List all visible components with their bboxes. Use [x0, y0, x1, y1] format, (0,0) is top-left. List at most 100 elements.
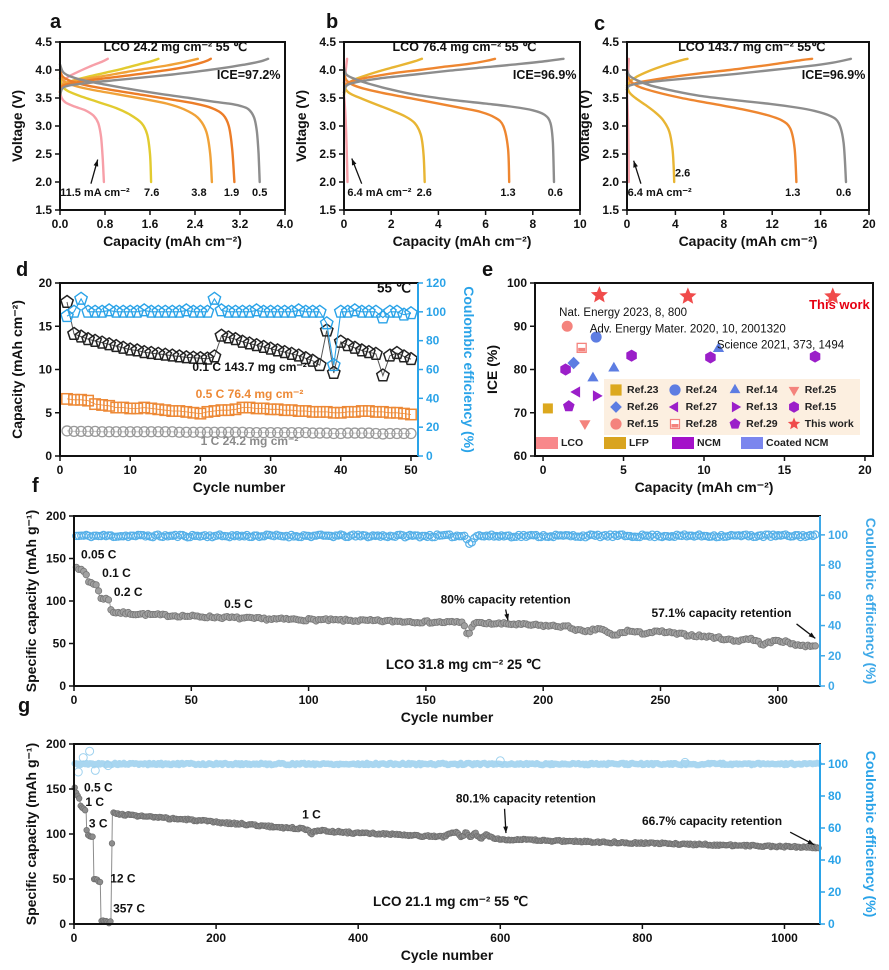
- material-legend-lfp: LFP: [604, 437, 649, 449]
- svg-text:Cycle number: Cycle number: [193, 479, 286, 495]
- svg-text:100: 100: [828, 757, 848, 771]
- svg-text:2.6: 2.6: [417, 187, 432, 199]
- svg-text:80: 80: [426, 334, 440, 348]
- svg-text:400: 400: [348, 931, 368, 945]
- svg-text:LCO 143.7 mg cm⁻² 55℃: LCO 143.7 mg cm⁻² 55℃: [678, 40, 825, 54]
- svg-text:0.8: 0.8: [97, 217, 114, 231]
- svg-text:1.3: 1.3: [785, 187, 800, 199]
- svg-text:0.6: 0.6: [548, 187, 563, 199]
- svg-text:70: 70: [514, 406, 528, 420]
- series-capacity-1C-24.2: [61, 425, 417, 440]
- svg-text:ICE=97.2%: ICE=97.2%: [217, 68, 281, 82]
- series-charge-1.3: [625, 57, 814, 90]
- reference-legend: Ref.23 Ref.24 Ref.14 Ref.25 Ref.26 Ref.27 Ref.…: [604, 379, 860, 435]
- svg-text:20: 20: [828, 885, 842, 899]
- svg-text:5: 5: [620, 463, 627, 477]
- series-coulombic-efficiency: [60, 291, 418, 372]
- panel-label-f: f: [32, 475, 39, 497]
- legend-item-ref-24: Ref.24: [668, 383, 729, 397]
- series-charge-11.5: [58, 57, 109, 94]
- svg-text:0: 0: [71, 693, 78, 707]
- legend-item-ref-29: Ref.29: [728, 417, 787, 431]
- star-marker-icon: [787, 417, 800, 430]
- svg-text:4.0: 4.0: [35, 63, 52, 77]
- hexagon-marker-icon: [788, 401, 799, 413]
- legend-item-ref-27: Ref.27: [668, 400, 729, 414]
- panel-c-voltage-capacity-chart: 0 4 8 12 16 20 1.5 2.0 2.5 3.0 3.5 4.0 4.5 Capacity (…: [576, 35, 876, 249]
- svg-text:0: 0: [426, 449, 433, 463]
- svg-text:150: 150: [46, 552, 66, 566]
- series-ref15-lco: [561, 320, 573, 332]
- svg-text:0.5 C 76.4 mg cm⁻²: 0.5 C 76.4 mg cm⁻²: [196, 387, 304, 401]
- svg-text:ICE (%): ICE (%): [484, 345, 500, 394]
- svg-text:80.1% capacity retention: 80.1% capacity retention: [456, 792, 596, 806]
- svg-text:0.2 C: 0.2 C: [114, 585, 143, 599]
- svg-text:Coulombic efficiency (%): Coulombic efficiency (%): [863, 518, 879, 684]
- series-ref24: [590, 331, 602, 343]
- svg-text:4.0: 4.0: [602, 63, 619, 77]
- svg-text:80% capacity retention: 80% capacity retention: [441, 593, 571, 607]
- legend-item-ref-15: Ref.15: [609, 417, 668, 431]
- svg-text:90: 90: [514, 319, 528, 333]
- svg-text:150: 150: [46, 782, 66, 796]
- svg-text:60: 60: [828, 821, 842, 835]
- svg-text:2.6: 2.6: [675, 167, 690, 179]
- svg-text:15: 15: [778, 463, 792, 477]
- svg-text:250: 250: [650, 693, 670, 707]
- svg-text:4: 4: [672, 217, 679, 231]
- color-swatch: [604, 437, 626, 449]
- square-marker-icon: [610, 384, 622, 396]
- series-specific-capacity: [71, 784, 822, 927]
- svg-text:Capacity (mAh cm⁻²): Capacity (mAh cm⁻²): [635, 479, 774, 495]
- panel-e-ice-scatter-chart: 0 5 10 15 20 60 70 80 90 100 Capacity (mAh cm⁻²) IC…: [484, 276, 874, 495]
- svg-text:4.5: 4.5: [35, 35, 52, 49]
- svg-text:Voltage (V): Voltage (V): [9, 90, 25, 162]
- halfsquare-marker-icon: [669, 419, 680, 430]
- svg-text:0: 0: [624, 217, 631, 231]
- svg-text:100: 100: [828, 528, 848, 542]
- material-legend-coated-ncm: Coated NCM: [741, 437, 828, 449]
- series-ref14: [587, 342, 725, 382]
- svg-text:Adv. Energy Mater. 2020, 10, 2: Adv. Energy Mater. 2020, 10, 2001320: [590, 323, 786, 335]
- svg-text:120: 120: [426, 276, 446, 290]
- svg-text:ICE=96.9%: ICE=96.9%: [513, 68, 577, 82]
- panel-b-voltage-capacity-chart: 0 2 4 6 8 10 1.5 2.0 2.5 3.0 3.5 4.0 4.5 Capacity (mA…: [293, 35, 587, 249]
- svg-text:10: 10: [124, 463, 138, 477]
- series-charge-1.9: [58, 57, 212, 94]
- panel-g-long-cycling-chart: 0 200 400 600 800 1000 0 50 100 150 200 0 20 40 60 80 10…: [23, 737, 879, 963]
- svg-text:100: 100: [299, 693, 319, 707]
- svg-text:Voltage (V): Voltage (V): [293, 90, 309, 162]
- series-discharge-1.9: [58, 68, 236, 184]
- svg-text:ICE=96.9%: ICE=96.9%: [802, 68, 866, 82]
- material-legend: LCO LFP NCM Coated NCM: [536, 437, 881, 453]
- svg-text:100: 100: [507, 276, 527, 290]
- svg-text:200: 200: [206, 931, 226, 945]
- series-specific-capacity: [72, 563, 819, 651]
- svg-text:8: 8: [529, 217, 536, 231]
- svg-text:Specific capacity (mAh g⁻¹): Specific capacity (mAh g⁻¹): [23, 743, 39, 925]
- svg-text:80: 80: [828, 789, 842, 803]
- svg-text:2.0: 2.0: [35, 175, 52, 189]
- svg-text:LCO 76.4 mg cm⁻² 55 ℃: LCO 76.4 mg cm⁻² 55 ℃: [393, 40, 537, 54]
- svg-text:357 C: 357 C: [113, 901, 145, 915]
- svg-text:50: 50: [404, 463, 418, 477]
- svg-text:Capacity (mAh cm⁻²): Capacity (mAh cm⁻²): [393, 233, 532, 249]
- series-ref13: [592, 390, 603, 402]
- svg-text:0.05 C: 0.05 C: [81, 548, 117, 562]
- svg-text:40: 40: [426, 391, 440, 405]
- circle-marker-icon: [610, 418, 622, 430]
- svg-text:50: 50: [185, 693, 199, 707]
- svg-text:80: 80: [514, 363, 528, 377]
- svg-text:Voltage (V): Voltage (V): [576, 90, 592, 162]
- svg-text:100: 100: [46, 827, 66, 841]
- panel-a-voltage-capacity-chart: 0.0 0.8 1.6 2.4 3.2 4.0 1.5 2.0 2.5 3.0 3.5 4.0 4.5 C…: [9, 35, 294, 249]
- svg-text:0.1 C 143.7 mg cm⁻²: 0.1 C 143.7 mg cm⁻²: [192, 360, 306, 374]
- svg-text:0: 0: [828, 917, 835, 931]
- chart-c: 0 4 8 12 16 20 1.5 2.0 2.5 3.0 3.5 4.0 4.5 Capacity (…: [576, 35, 876, 249]
- legend-item-ref-28: Ref.28: [668, 417, 729, 431]
- svg-text:3 C: 3 C: [89, 817, 108, 831]
- legend-item-this-work: This work: [787, 417, 855, 431]
- svg-text:2.0: 2.0: [319, 175, 336, 189]
- series-discharge-1.3: [342, 71, 511, 184]
- legend-item-ref-23: Ref.23: [609, 383, 668, 397]
